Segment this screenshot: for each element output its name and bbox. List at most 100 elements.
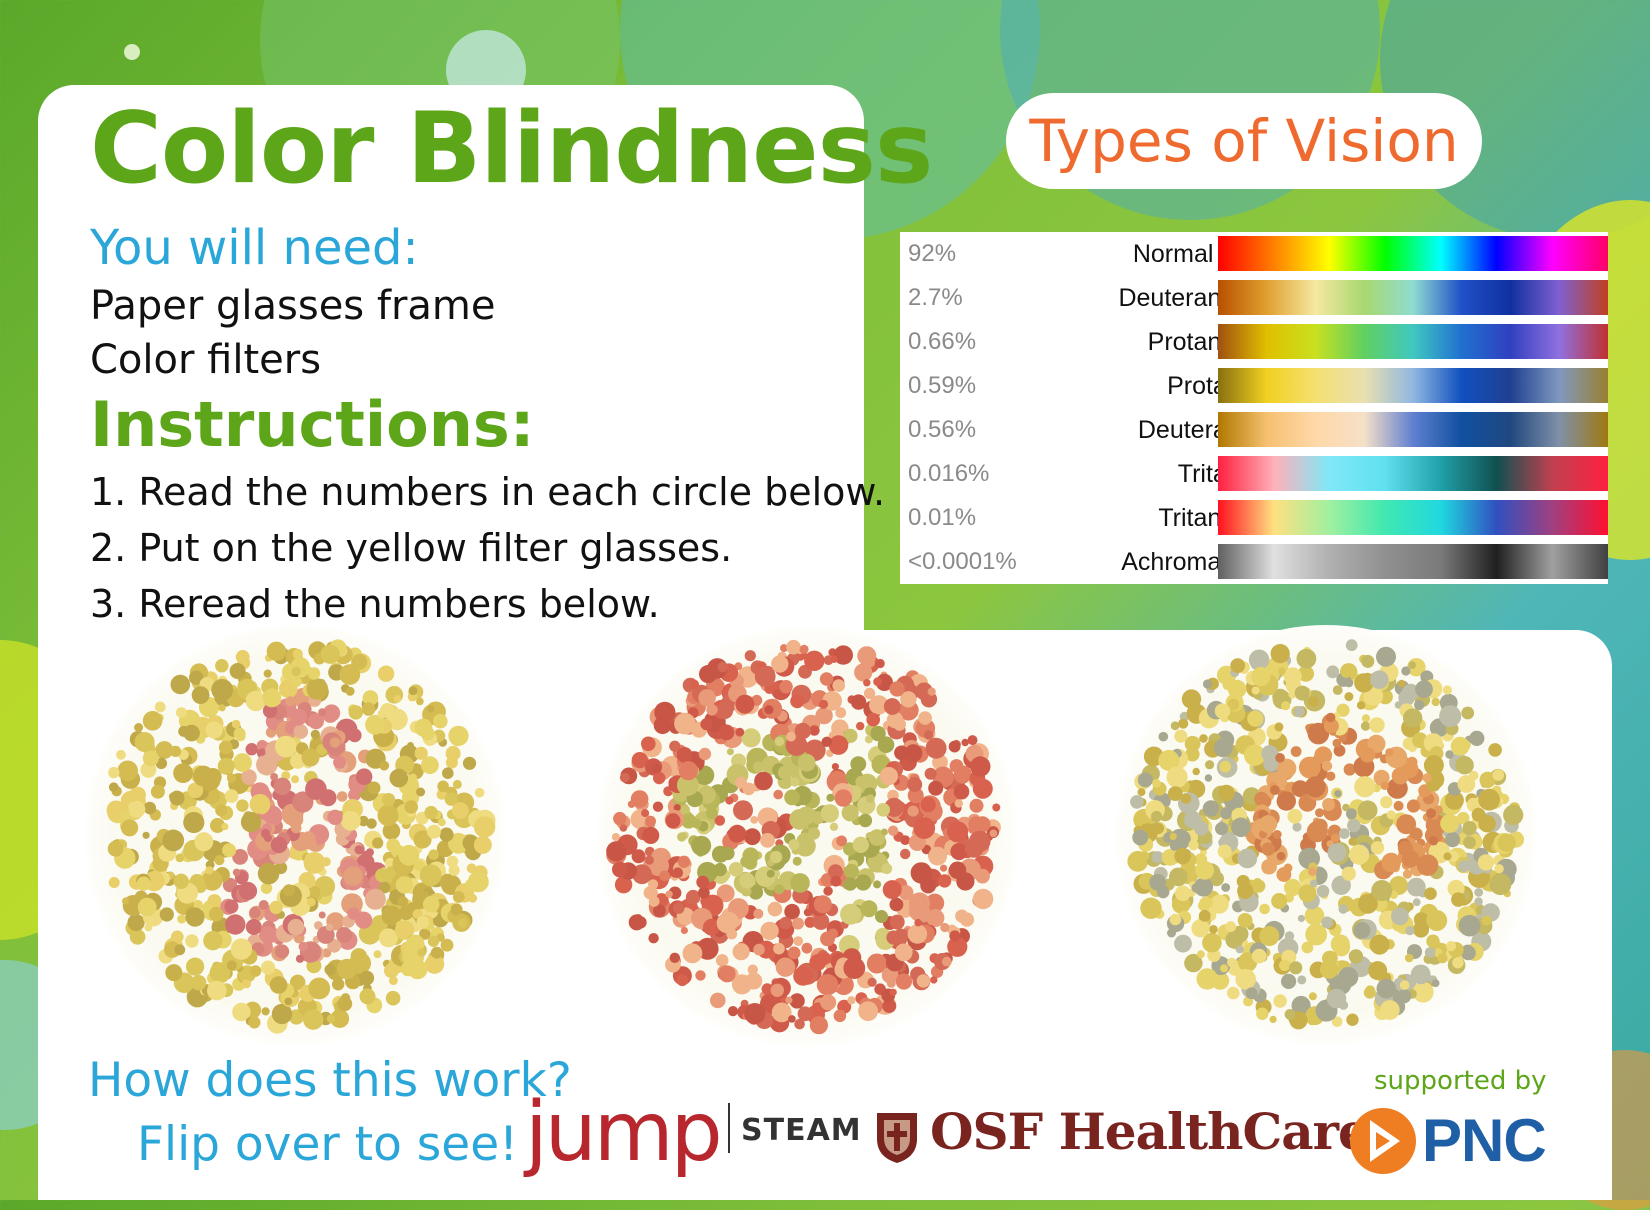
plate-dot (790, 873, 810, 893)
plate-dot (856, 721, 865, 731)
plate-dot (1149, 873, 1167, 891)
plate-dot (790, 694, 805, 709)
plate-dot (260, 960, 276, 975)
plate-dot (833, 1009, 847, 1023)
plate-dot (735, 776, 747, 789)
logo-divider (728, 1103, 730, 1153)
plate-dot (308, 977, 331, 1000)
plate-dot (1270, 785, 1280, 795)
plate-dot (1221, 883, 1231, 892)
plate-dot (820, 994, 837, 1011)
plate-dot (121, 819, 139, 837)
plate-dot (772, 681, 781, 690)
plate-dot (1373, 769, 1390, 786)
plate-dot (1139, 851, 1150, 861)
osf-healthcare-logo: OSF HealthCare (930, 1102, 1370, 1161)
plate-dot (916, 974, 931, 988)
plate-dot (948, 740, 961, 753)
plate-dot (377, 805, 399, 826)
plate-dot (439, 827, 454, 842)
types-of-vision-badge: Types of Vision (1006, 93, 1482, 189)
plate-dot (262, 688, 282, 708)
plate-dot (883, 698, 901, 715)
plate-dot (1237, 913, 1253, 928)
plate-dot (1488, 743, 1502, 757)
plate-dot (1306, 821, 1328, 843)
plate-dot (748, 885, 764, 900)
plate-dot (1287, 808, 1303, 824)
plate-dot (1308, 696, 1319, 707)
plate-dot (1184, 811, 1202, 829)
plate-dot (1256, 1007, 1269, 1020)
pnc-icon (1350, 1108, 1416, 1174)
plate-dot (1202, 932, 1222, 953)
plate-dot (1330, 934, 1350, 954)
plate-dot (424, 954, 445, 974)
ishihara-plate-1 (85, 625, 505, 1045)
plate-dot (185, 907, 205, 927)
plate-dot (721, 846, 735, 861)
plate-dot (696, 875, 710, 889)
plate-dot (414, 746, 428, 760)
plate-dot (796, 806, 816, 825)
plate-dot (305, 778, 327, 800)
plate-dot (1174, 729, 1188, 743)
plate-dot (1445, 750, 1454, 759)
plate-dot (673, 804, 681, 812)
plate-dot (136, 876, 151, 891)
plate-dot (753, 943, 765, 956)
plate-dot (1192, 767, 1200, 776)
plate-dot (154, 701, 166, 713)
plate-dot (930, 976, 938, 984)
plate-dot (879, 767, 898, 786)
how-does-this-work-text: How does this work? (88, 1053, 572, 1108)
plate-dot (644, 855, 654, 865)
plate-dot (1349, 844, 1370, 865)
plate-dot (619, 824, 628, 832)
plate-dot (1424, 947, 1436, 958)
plate-dot (1219, 760, 1232, 773)
plate-dot (835, 707, 847, 719)
plate-dot (1235, 968, 1256, 990)
plate-dot (766, 869, 775, 878)
plate-dot (1291, 780, 1309, 798)
plate-dot (739, 872, 756, 889)
plate-dot (1174, 934, 1192, 953)
plate-dot (1398, 689, 1415, 706)
plate-dot (1298, 756, 1321, 779)
plate-dot (1167, 928, 1176, 938)
plate-dot (1308, 867, 1317, 876)
plate-dot (413, 830, 432, 849)
plate-dot (876, 803, 890, 817)
plate-dot (908, 892, 931, 914)
plate-dot (1188, 840, 1199, 851)
plate-dot (714, 815, 726, 826)
plate-dot (843, 957, 866, 979)
plate-dot (760, 833, 775, 848)
plate-dot (1215, 822, 1228, 836)
plate-dot (209, 962, 231, 984)
plate-dot (698, 886, 710, 899)
plate-dot (1284, 931, 1295, 941)
plate-dot (394, 920, 415, 940)
plate-dot (258, 900, 269, 910)
plate-dot (1447, 850, 1459, 863)
plate-dot (788, 1015, 796, 1023)
plate-dot (108, 782, 119, 792)
plate-dot (187, 782, 204, 799)
plate-dot (474, 787, 485, 798)
plate-dot (301, 748, 320, 767)
plate-dot (310, 729, 320, 739)
plate-dot (1445, 832, 1461, 848)
plate-dot (940, 922, 950, 933)
plate-dot (303, 852, 326, 874)
plate-dot (818, 952, 832, 965)
plate-dot (907, 777, 923, 792)
plate-dot (359, 988, 376, 1005)
plate-dot (329, 737, 341, 748)
plate-dot (1283, 667, 1302, 686)
plate-dot (426, 824, 441, 839)
plate-dot (1205, 760, 1215, 770)
plate-dot (1174, 847, 1191, 865)
plate-dot (698, 689, 716, 707)
